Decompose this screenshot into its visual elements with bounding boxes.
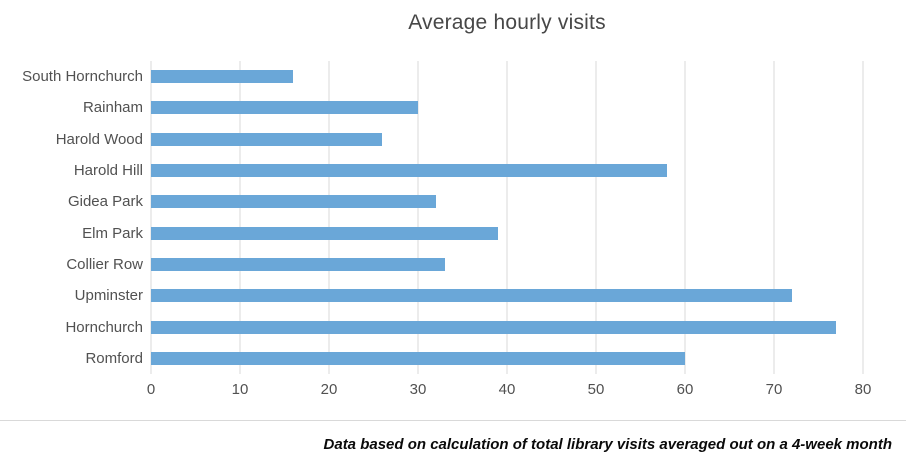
bar bbox=[151, 164, 668, 178]
bar bbox=[151, 101, 418, 115]
gridline bbox=[239, 61, 241, 374]
gridline bbox=[150, 61, 152, 374]
bar-row bbox=[151, 249, 863, 280]
bar bbox=[151, 289, 792, 303]
category-label: South Hornchurch bbox=[22, 68, 143, 86]
bar-row bbox=[151, 61, 863, 92]
category-label: Upminster bbox=[74, 287, 143, 305]
value-axis: 0 10 20 30 40 50 60 70 80 bbox=[147, 381, 872, 401]
gridline bbox=[773, 61, 775, 374]
bar bbox=[151, 257, 445, 271]
x-tick-label: 70 bbox=[765, 381, 783, 398]
x-tick-label: 10 bbox=[231, 381, 249, 398]
footnote: Data based on calculation of total libra… bbox=[323, 436, 892, 453]
bar bbox=[151, 320, 837, 334]
bar bbox=[151, 195, 436, 209]
bar-row bbox=[151, 124, 863, 155]
x-tick-label: 20 bbox=[320, 381, 338, 398]
bar bbox=[151, 351, 685, 365]
gridline bbox=[862, 61, 864, 374]
x-tick-label: 50 bbox=[587, 381, 605, 398]
gridline bbox=[506, 61, 508, 374]
gridline bbox=[328, 61, 330, 374]
category-label: Romford bbox=[85, 349, 143, 367]
bar-row bbox=[151, 343, 863, 374]
chart-title: Average hourly visits bbox=[408, 11, 606, 34]
bar-row bbox=[151, 186, 863, 217]
x-tick-label: 30 bbox=[409, 381, 427, 398]
category-axis: South Hornchurch Rainham Harold Wood Harold… bbox=[0, 61, 143, 374]
category-label: Rainham bbox=[82, 99, 143, 117]
x-tick-label: 40 bbox=[498, 381, 516, 398]
gridline bbox=[417, 61, 419, 374]
x-tick-label: 80 bbox=[854, 381, 872, 398]
bar bbox=[151, 70, 294, 84]
plot-area bbox=[150, 61, 864, 374]
bar-row bbox=[151, 217, 863, 248]
bar-row bbox=[151, 155, 863, 186]
gridline bbox=[595, 61, 597, 374]
separator-line bbox=[0, 420, 906, 421]
bar bbox=[151, 226, 499, 240]
category-label: Harold Wood bbox=[55, 130, 143, 148]
bar-row bbox=[151, 92, 863, 123]
bar-series bbox=[151, 61, 863, 374]
category-label: Gidea Park bbox=[67, 193, 143, 211]
gridline bbox=[684, 61, 686, 374]
category-label: Harold Hill bbox=[73, 162, 143, 180]
category-label: Hornchurch bbox=[65, 318, 143, 336]
bar-row bbox=[151, 280, 863, 311]
x-tick-label: 0 bbox=[146, 381, 156, 398]
category-label: Elm Park bbox=[82, 224, 143, 242]
bar-row bbox=[151, 311, 863, 342]
bar bbox=[151, 132, 383, 146]
category-label: Collier Row bbox=[66, 255, 143, 273]
x-tick-label: 60 bbox=[676, 381, 694, 398]
